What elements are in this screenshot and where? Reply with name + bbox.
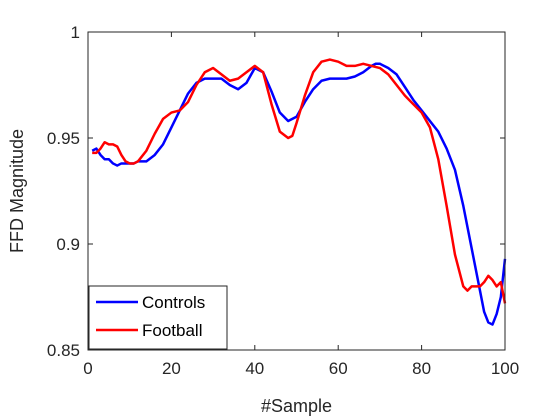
y-tick-label: 0.95 (47, 129, 80, 148)
x-tick-label: 60 (329, 359, 348, 378)
legend: Controls Football (88, 285, 228, 350)
x-tick-label: 100 (491, 359, 519, 378)
legend-label-controls: Controls (142, 293, 205, 312)
x-tick-label: 20 (162, 359, 181, 378)
y-axis-label: FFD Magnitude (7, 129, 27, 253)
y-tick-label: 0.85 (47, 341, 80, 360)
y-tick-label: 1 (71, 23, 80, 42)
axes (87, 31, 506, 351)
y-tick-label: 0.9 (56, 235, 80, 254)
legend-box (88, 285, 228, 350)
x-tick-label: 80 (412, 359, 431, 378)
axes-box (87, 31, 506, 351)
series-lines (91, 58, 507, 326)
legend-label-football: Football (142, 321, 202, 340)
series-line-football (92, 58, 507, 304)
x-tick-label: 0 (83, 359, 92, 378)
tick-labels: 0 20 40 60 80 100 0.85 0.9 0.95 1 (47, 23, 519, 378)
x-tick-label: 40 (245, 359, 264, 378)
x-axis-label: #Sample (261, 396, 332, 416)
